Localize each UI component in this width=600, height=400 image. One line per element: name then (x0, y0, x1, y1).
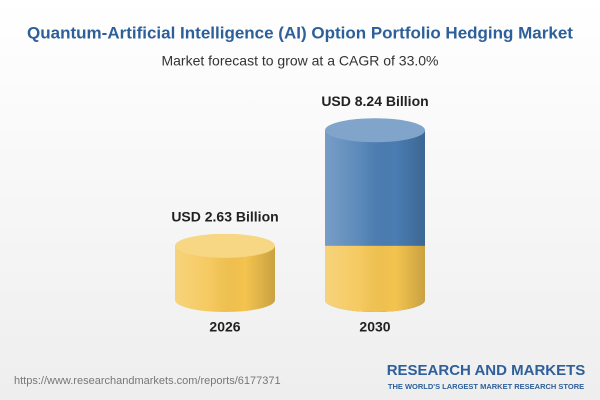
cylinder-top (175, 233, 275, 258)
cylinder-body-shade (325, 245, 425, 300)
value-label: USD 8.24 Billion (321, 93, 428, 109)
brand-tagline: THE WORLD'S LARGEST MARKET RESEARCH STOR… (388, 382, 584, 391)
source-url: https://www.researchandmarkets.com/repor… (14, 375, 281, 387)
x-tick-label: 2030 (359, 319, 390, 335)
brand: RESEARCH AND MARKETS (387, 362, 586, 379)
x-tick-label: 2026 (209, 319, 240, 335)
plot: USD 2.63 Billion 2026 USD 8.24 Billion 2030 (171, 93, 428, 335)
chart-title: Quantum-Artificial Intelligence (AI) Opt… (27, 23, 573, 42)
chart-subtitle: Market forecast to grow at a CAGR of 33.… (161, 53, 438, 69)
value-label: USD 2.63 Billion (171, 209, 278, 225)
cylinder-top (325, 118, 425, 143)
